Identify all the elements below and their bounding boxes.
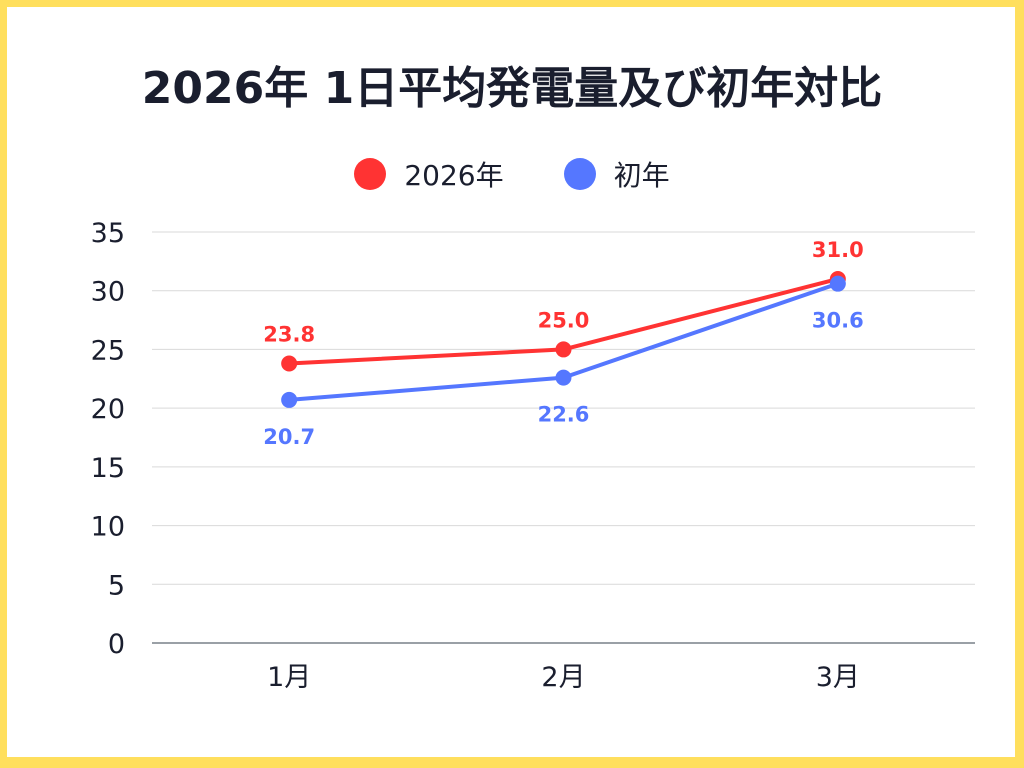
data-label: 22.6	[538, 403, 590, 427]
data-label: 30.6	[812, 309, 864, 333]
x-tick-label: 3月	[816, 662, 860, 693]
x-tick-label: 1月	[267, 662, 311, 693]
y-tick-label: 15	[91, 453, 125, 484]
y-tick-label: 25	[91, 335, 125, 366]
data-label: 23.8	[263, 323, 315, 347]
data-label: 31.0	[812, 238, 864, 262]
legend-dot-2026-icon	[354, 158, 387, 190]
data-point[interactable]	[281, 391, 298, 408]
legend-label-first-year: 初年	[613, 159, 670, 192]
data-label: 25.0	[538, 308, 590, 332]
data-point[interactable]	[555, 369, 572, 386]
legend-item-first-year[interactable]: 初年	[563, 154, 670, 194]
y-tick-label: 20	[91, 394, 125, 425]
data-point[interactable]	[829, 275, 846, 292]
legend: 2026年 初年	[0, 154, 1024, 194]
series-lines	[281, 270, 846, 408]
legend-item-2026[interactable]: 2026年	[354, 154, 504, 194]
data-labels: 23.8 25.0 31.0 20.7 22.6 30.6	[263, 238, 863, 449]
y-tick-label: 5	[108, 570, 125, 601]
data-label: 20.7	[263, 425, 315, 449]
y-tick-label: 30	[91, 277, 125, 308]
x-tick-label: 2月	[541, 662, 585, 693]
x-axis-ticks: 1月 2月 3月	[267, 662, 860, 693]
chart-title: 2026年 1日平均発電量及び初年対比	[141, 63, 883, 114]
y-tick-label: 0	[108, 629, 125, 660]
legend-label-2026: 2026年	[404, 159, 504, 192]
legend-dot-first-year-icon	[563, 158, 596, 190]
y-tick-label: 10	[91, 512, 125, 543]
data-point[interactable]	[281, 355, 298, 372]
y-axis-ticks: 0 5 10 15 20 25 30 35	[91, 218, 125, 660]
data-point[interactable]	[555, 341, 572, 358]
y-tick-label: 35	[91, 218, 125, 249]
